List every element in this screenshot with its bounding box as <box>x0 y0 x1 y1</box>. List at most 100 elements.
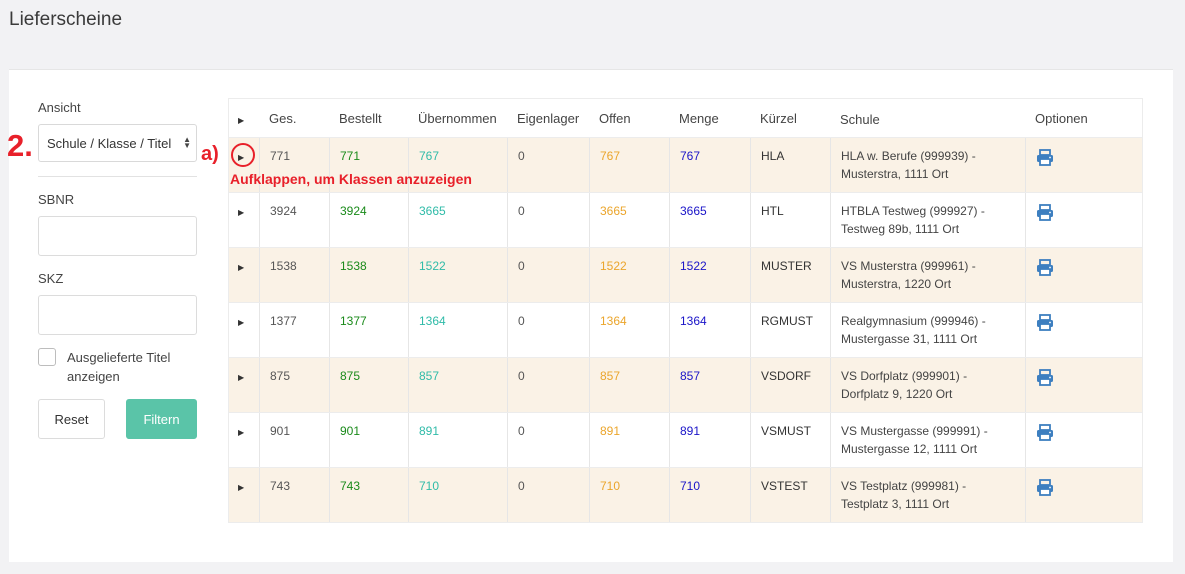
col-header-menge[interactable]: Menge <box>679 111 719 126</box>
table-row: ▶ 1538 1538 1522 0 1522 1522 MUSTER VS Musterstr… <box>229 247 1142 302</box>
cell-eigenlager: 0 <box>507 138 589 192</box>
expand-row-toggle[interactable]: ▶ <box>229 468 259 522</box>
cell-ges: 1538 <box>259 248 329 302</box>
annotation-step-number: 2. <box>7 128 33 163</box>
printer-icon[interactable] <box>1036 424 1054 444</box>
schule-name: VS Dorfplatz (999901) - <box>841 369 968 383</box>
table-row: ▶ 743 743 710 0 710 710 VSTEST VS Testplatz (999… <box>229 467 1142 522</box>
reset-button[interactable]: Reset <box>38 399 105 439</box>
caret-right-icon: ▶ <box>238 373 245 382</box>
caret-right-icon: ▶ <box>238 208 245 217</box>
cell-bestellt: 771 <box>329 138 408 192</box>
schule-name: Realgymnasium (999946) - <box>841 314 986 328</box>
cell-bestellt: 875 <box>329 358 408 412</box>
cell-uebernommen: 1364 <box>408 303 507 357</box>
skz-input[interactable] <box>38 295 197 335</box>
ansicht-select-value: Schule / Klasse / Titel <box>47 136 172 151</box>
schule-address: Testplatz 3, 1111 Ort <box>841 497 950 511</box>
table-row: ▶ 901 901 891 0 891 891 VSMUST VS Mustergasse (9… <box>229 412 1142 467</box>
cell-schule: Realgymnasium (999946) - Mustergasse 31, … <box>830 303 1025 357</box>
schule-address: Testweg 89b, 1111 Ort <box>841 222 960 236</box>
caret-right-icon: ▶ <box>238 428 245 437</box>
cell-menge: 857 <box>669 358 750 412</box>
cell-ges: 3924 <box>259 193 329 247</box>
col-header-offen[interactable]: Offen <box>599 111 631 126</box>
caret-right-icon: ▶ <box>238 483 245 492</box>
cell-bestellt: 1538 <box>329 248 408 302</box>
cell-kuerzel: VSDORF <box>750 358 830 412</box>
lieferscheine-table: ▶ Ges. Bestellt Übernommen Eigenlager Of… <box>228 98 1143 523</box>
cell-uebernommen: 891 <box>408 413 507 467</box>
cell-menge: 1522 <box>669 248 750 302</box>
printer-icon[interactable] <box>1036 314 1054 334</box>
caret-right-icon: ▶ <box>238 263 245 272</box>
cell-eigenlager: 0 <box>507 248 589 302</box>
cell-ges: 1377 <box>259 303 329 357</box>
cell-optionen <box>1025 138 1144 192</box>
cell-menge: 891 <box>669 413 750 467</box>
ansicht-select[interactable]: Schule / Klasse / Titel ▲ ▼ <box>38 124 197 162</box>
cell-ges: 743 <box>259 468 329 522</box>
expand-row-toggle[interactable]: ▶ <box>229 358 259 412</box>
printer-icon[interactable] <box>1036 369 1054 389</box>
ausgelieferte-titel-checkbox[interactable] <box>38 348 56 366</box>
cell-uebernommen: 1522 <box>408 248 507 302</box>
cell-kuerzel: RGMUST <box>750 303 830 357</box>
col-header-bestellt[interactable]: Bestellt <box>339 111 382 126</box>
schule-name: HTBLA Testweg (999927) - <box>841 204 985 218</box>
expand-row-toggle[interactable]: ▶ <box>229 193 259 247</box>
expand-row-toggle[interactable]: ▶ <box>229 248 259 302</box>
cell-bestellt: 1377 <box>329 303 408 357</box>
col-header-ges[interactable]: Ges. <box>269 111 297 126</box>
cell-offen: 710 <box>589 468 669 522</box>
table-row: ▶ 3924 3924 3665 0 3665 3665 HTL HTBLA Testweg (… <box>229 192 1142 247</box>
col-header-eigenlager[interactable]: Eigenlager <box>517 111 580 126</box>
printer-icon[interactable] <box>1036 479 1054 499</box>
cell-menge: 1364 <box>669 303 750 357</box>
col-header-schule[interactable]: Schule <box>840 112 880 127</box>
cell-menge: 767 <box>669 138 750 192</box>
sbnr-input[interactable] <box>38 216 197 256</box>
cell-kuerzel: MUSTER <box>750 248 830 302</box>
table-header: ▶ Ges. Bestellt Übernommen Eigenlager Of… <box>229 99 1142 137</box>
cell-kuerzel: VSMUST <box>750 413 830 467</box>
cell-optionen <box>1025 358 1144 412</box>
schule-address: Mustergasse 12, 1111 Ort <box>841 442 978 456</box>
caret-right-icon: ▶ <box>238 318 245 327</box>
printer-icon[interactable] <box>1036 259 1054 279</box>
col-header-kuerzel[interactable]: Kürzel <box>760 111 797 126</box>
table-row: ▶ 1377 1377 1364 0 1364 1364 RGMUST Realgymnasiu… <box>229 302 1142 357</box>
cell-optionen <box>1025 193 1144 247</box>
select-arrows-icon: ▲ ▼ <box>183 135 191 150</box>
printer-icon[interactable] <box>1036 204 1054 224</box>
filter-button[interactable]: Filtern <box>126 399 197 439</box>
cell-schule: VS Musterstra (999961) - Musterstra, 1220… <box>830 248 1025 302</box>
table-row: ▶ 771 771 767 0 767 767 HLA HLA w. Berufe (99993… <box>229 137 1142 192</box>
cell-kuerzel: HLA <box>750 138 830 192</box>
schule-address: Dorfplatz 9, 1220 Ort <box>841 387 953 401</box>
cell-eigenlager: 0 <box>507 413 589 467</box>
cell-schule: VS Dorfplatz (999901) - Dorfplatz 9, 1220… <box>830 358 1025 412</box>
cell-optionen <box>1025 248 1144 302</box>
schule-name: VS Mustergasse (999991) - <box>841 424 988 438</box>
expand-row-toggle[interactable]: ▶ <box>229 413 259 467</box>
cell-kuerzel: VSTEST <box>750 468 830 522</box>
printer-icon[interactable] <box>1036 149 1054 169</box>
skz-label: SKZ <box>38 271 64 286</box>
schule-name: VS Musterstra (999961) - <box>841 259 976 273</box>
expand-row-toggle[interactable]: ▶ <box>229 303 259 357</box>
ausgelieferte-titel-label[interactable]: Ausgelieferte Titel anzeigen <box>67 350 171 384</box>
cell-eigenlager: 0 <box>507 303 589 357</box>
schule-name: VS Testplatz (999981) - <box>841 479 967 493</box>
cell-schule: VS Testplatz (999981) - Testplatz 3, 1111… <box>830 468 1025 522</box>
expand-all-toggle[interactable]: ▶ <box>229 99 259 137</box>
cell-ges: 875 <box>259 358 329 412</box>
cell-offen: 1364 <box>589 303 669 357</box>
col-header-uebernommen[interactable]: Übernommen <box>418 111 497 126</box>
annotation-circle <box>231 143 255 167</box>
cell-uebernommen: 3665 <box>408 193 507 247</box>
cell-eigenlager: 0 <box>507 358 589 412</box>
cell-uebernommen: 857 <box>408 358 507 412</box>
caret-right-icon: ▶ <box>238 116 245 125</box>
sbnr-label: SBNR <box>38 192 75 207</box>
